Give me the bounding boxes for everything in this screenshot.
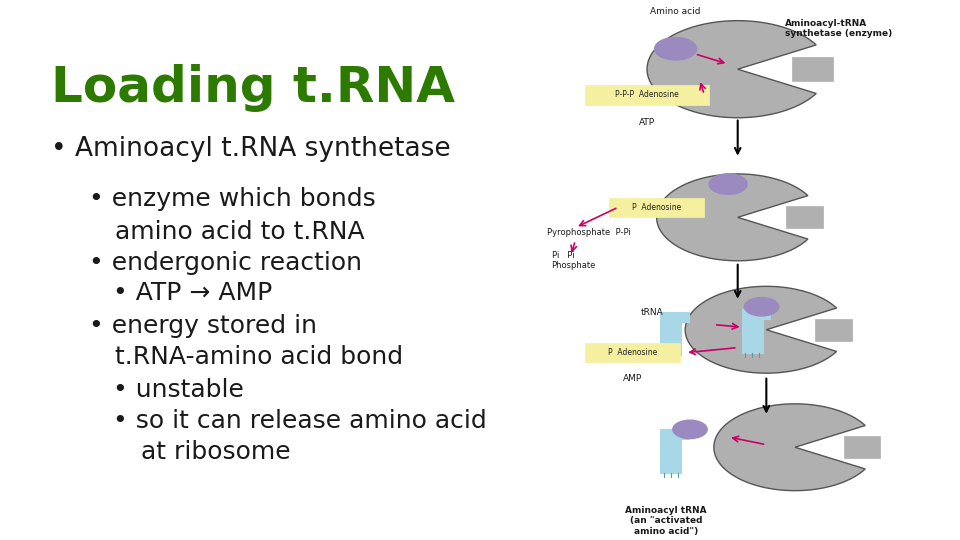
Text: AMP: AMP bbox=[623, 374, 642, 383]
Text: t.RNA-amino acid bond: t.RNA-amino acid bond bbox=[115, 345, 403, 369]
Circle shape bbox=[709, 174, 747, 194]
Circle shape bbox=[655, 37, 697, 60]
Text: amino acid to t.RNA: amino acid to t.RNA bbox=[115, 220, 365, 244]
Text: Pi   Pi
Phosphate: Pi Pi Phosphate bbox=[552, 251, 596, 271]
Text: • energy stored in: • energy stored in bbox=[88, 314, 317, 339]
Polygon shape bbox=[647, 21, 816, 118]
Polygon shape bbox=[741, 309, 770, 353]
Text: Aminoacyl-tRNA
synthetase (enzyme): Aminoacyl-tRNA synthetase (enzyme) bbox=[785, 18, 893, 38]
Polygon shape bbox=[792, 57, 833, 82]
Text: • unstable: • unstable bbox=[112, 379, 244, 402]
Polygon shape bbox=[657, 174, 808, 261]
Circle shape bbox=[744, 298, 779, 316]
Text: at ribosome: at ribosome bbox=[141, 440, 291, 463]
Text: Aminoacyl tRNA
(an "activated
amino acid"): Aminoacyl tRNA (an "activated amino acid… bbox=[625, 506, 707, 536]
Polygon shape bbox=[714, 404, 865, 491]
Text: tRNA: tRNA bbox=[640, 308, 663, 317]
Bar bbox=[609, 198, 705, 217]
Text: • ATP → AMP: • ATP → AMP bbox=[112, 281, 272, 305]
Text: P-P-P  Adenosine: P-P-P Adenosine bbox=[615, 90, 679, 99]
Text: • Aminoacyl t.RNA synthetase: • Aminoacyl t.RNA synthetase bbox=[51, 136, 450, 161]
Text: • endergonic reaction: • endergonic reaction bbox=[88, 251, 362, 274]
Polygon shape bbox=[844, 436, 880, 458]
Text: • enzyme which bonds: • enzyme which bonds bbox=[88, 187, 375, 211]
Polygon shape bbox=[660, 312, 689, 355]
Text: ATP: ATP bbox=[639, 118, 655, 127]
Text: • so it can release amino acid: • so it can release amino acid bbox=[112, 409, 487, 433]
Text: Pyrophosphate  P-Pi: Pyrophosphate P-Pi bbox=[547, 228, 631, 237]
Text: Amino acid: Amino acid bbox=[651, 6, 701, 16]
Circle shape bbox=[673, 420, 708, 438]
Bar bbox=[585, 85, 709, 105]
Polygon shape bbox=[815, 319, 852, 341]
Polygon shape bbox=[685, 286, 836, 373]
Bar bbox=[585, 343, 681, 362]
Text: P  Adenosine: P Adenosine bbox=[608, 348, 658, 357]
Polygon shape bbox=[660, 429, 689, 473]
Polygon shape bbox=[786, 206, 823, 228]
Text: P  Adenosine: P Adenosine bbox=[632, 202, 682, 212]
Text: Loading t.RNA: Loading t.RNA bbox=[51, 64, 454, 112]
